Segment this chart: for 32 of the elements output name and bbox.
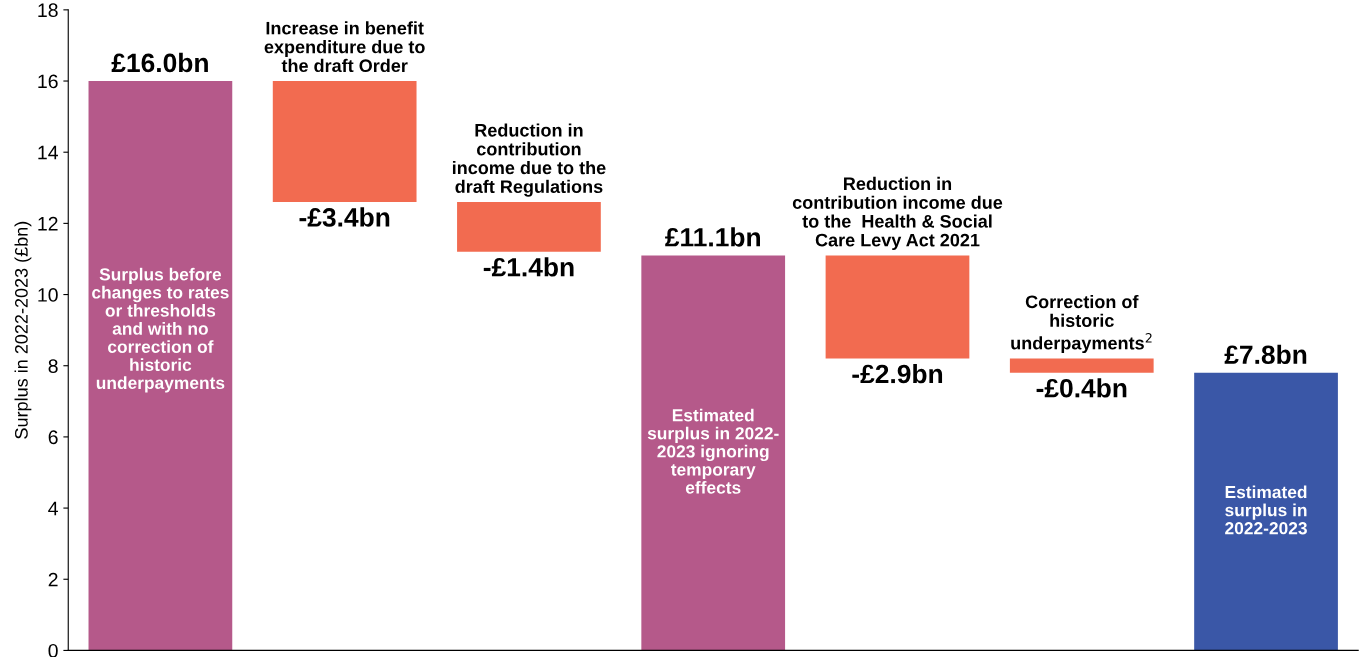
y-tick-label: 18 — [38, 3, 58, 18]
data-label: £16.0bn — [111, 52, 208, 73]
y-tick-label: 0 — [48, 643, 58, 657]
data-label: £11.1bn — [665, 227, 760, 247]
bar — [457, 202, 601, 252]
x-tick-label: Estimated surplus in 2022- 2023 ignoring temporary effects — [647, 408, 779, 494]
data-label: -£3.4bn — [299, 207, 390, 227]
bar — [641, 255, 786, 651]
y-tick-label: 6 — [48, 430, 58, 445]
y-tick-label: 12 — [38, 216, 58, 231]
y-axis-title: Surplus in 2022-2023 (£bn) — [14, 221, 32, 439]
y-tick-label: 2 — [48, 572, 58, 587]
y-tick-label: 10 — [38, 288, 58, 302]
data-label: -£2.9bn — [852, 363, 943, 384]
y-tick-label: 14 — [38, 145, 58, 160]
bar — [1009, 358, 1154, 373]
x-tick-label: Reduction in contribution income due to the draft Regulations — [452, 123, 606, 197]
x-tick-label: Estimated surplus in 2022-2023 — [1225, 485, 1307, 535]
bar — [88, 81, 233, 651]
x-tick-label: Increase in benefit expenditure due to the draft Order — [264, 21, 425, 73]
bar — [1194, 372, 1338, 651]
x-tick-label: Surplus before changes to rates or thresholds and with no correction of historic underpayments — [92, 267, 229, 393]
bar — [272, 81, 417, 203]
data-label: £7.8bn — [1224, 344, 1307, 365]
y-tick-label: 16 — [38, 74, 58, 89]
y-tick-label: 8 — [48, 359, 58, 373]
y-tick-label: 4 — [48, 501, 58, 516]
data-label: -£1.4bn — [483, 257, 574, 277]
x-tick-label: Correction of historic underpayments$^{2}$ — [1011, 294, 1152, 354]
data-label: -£0.4bn — [1036, 378, 1127, 398]
x-tick-label: Reduction in contribution income due to the Health & Social Care Levy Act 2021 — [792, 176, 1003, 251]
bar — [825, 255, 970, 359]
